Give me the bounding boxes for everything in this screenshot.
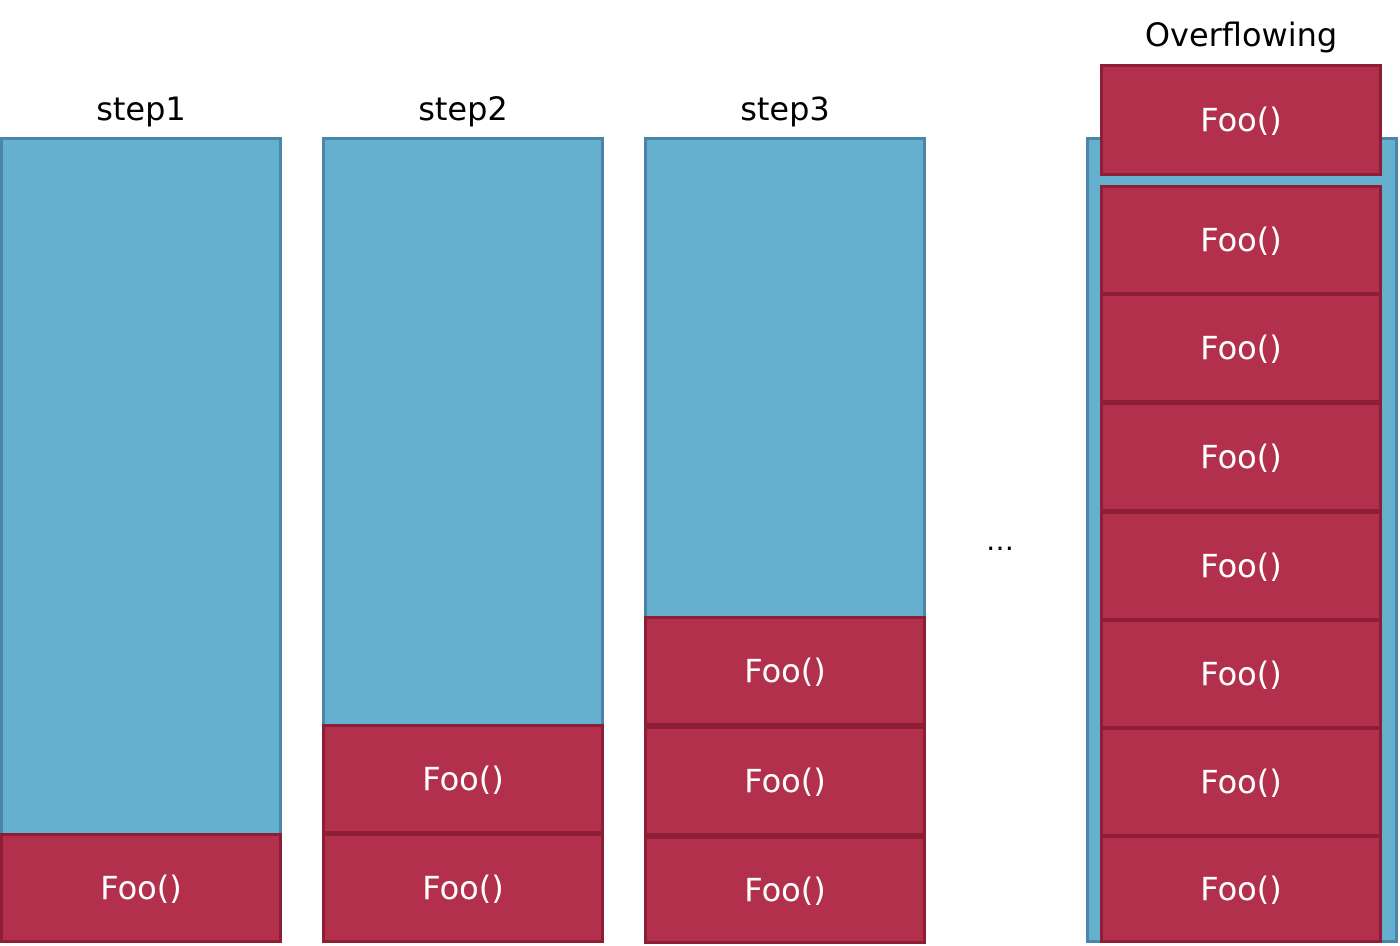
ellipsis: … xyxy=(986,524,1014,557)
step2-label: step2 xyxy=(418,90,508,128)
stack-frame: Foo() xyxy=(322,724,604,834)
stack-frame: Foo() xyxy=(0,833,282,943)
stack-frame: Foo() xyxy=(644,726,926,836)
step1-label: step1 xyxy=(96,90,186,128)
stack-frame: Foo() xyxy=(1100,402,1382,512)
stack-frame: Foo() xyxy=(644,616,926,726)
stack-frame: Foo() xyxy=(1100,293,1382,403)
stack-frame: Foo() xyxy=(1100,835,1382,943)
stack-frame: Foo() xyxy=(1100,511,1382,621)
stack-frame: Foo() xyxy=(322,833,604,943)
stack-step1 xyxy=(0,137,282,943)
stack-frame: Foo() xyxy=(1100,619,1382,729)
stack-frame: Foo() xyxy=(644,836,926,944)
overflow-frame: Foo() xyxy=(1100,64,1382,176)
overflowing-label: Overflowing xyxy=(1144,16,1338,54)
step3-label: step3 xyxy=(740,90,830,128)
stack-frame: Foo() xyxy=(1100,727,1382,837)
stack-frame: Foo() xyxy=(1100,185,1382,295)
